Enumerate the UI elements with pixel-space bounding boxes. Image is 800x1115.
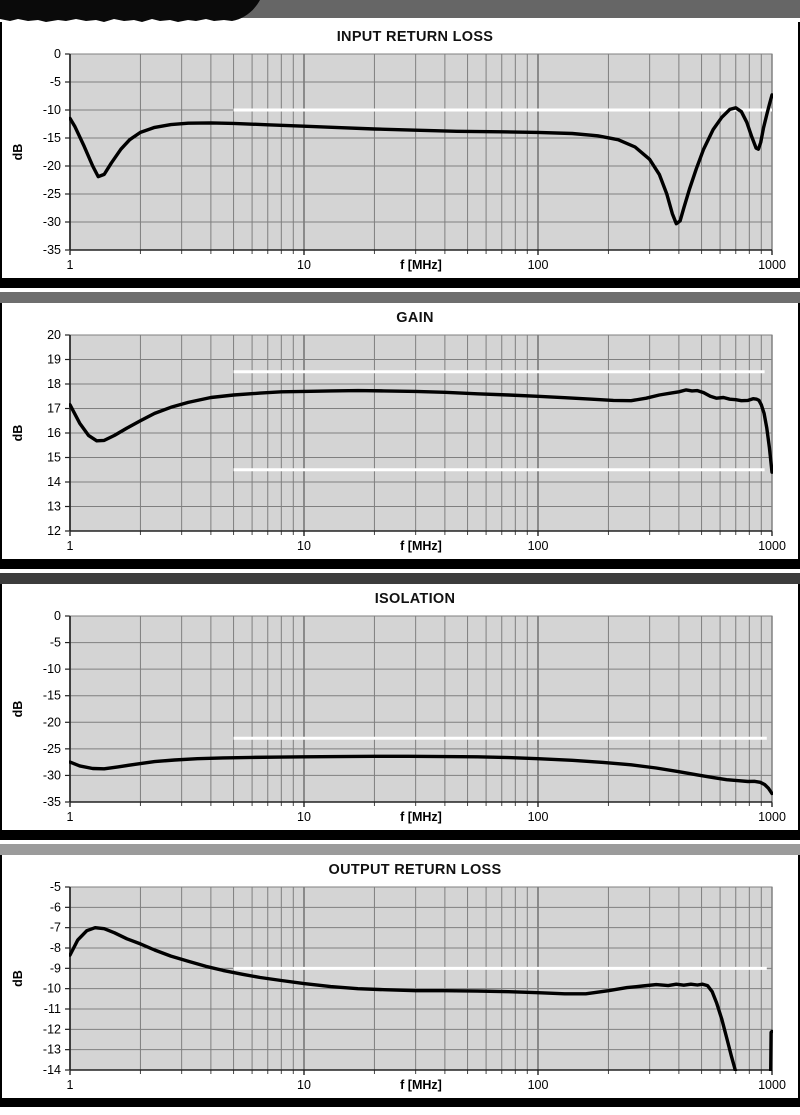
svg-text:18: 18 [47,377,61,391]
svg-text:-10: -10 [43,982,61,996]
chart-panel-gain: GAIN 1 10 100 1000 20 19 18 17 16 15 14 13 12 f [MHz]… [0,303,800,559]
svg-text:100: 100 [528,258,549,272]
svg-text:100: 100 [528,1078,549,1092]
top-banner [0,0,800,22]
svg-text:1000: 1000 [758,1078,786,1092]
chart-panel-output-return-loss: OUTPUT RETURN LOSS 1 10 100 1000 -5 -6 -7 -8 -9 -… [0,855,800,1098]
svg-text:dB: dB [11,970,25,987]
svg-text:-20: -20 [43,715,61,729]
svg-text:0: 0 [54,610,61,623]
banner-clipped-text-remnant-shape [0,0,260,22]
divider-black-2 [0,559,800,569]
svg-text:-7: -7 [50,921,61,935]
svg-text:-14: -14 [43,1063,61,1077]
divider-gray-1 [0,292,800,303]
svg-text:dB: dB [11,144,25,161]
svg-text:-20: -20 [43,159,61,173]
svg-text:1000: 1000 [758,810,786,824]
svg-text:f [MHz]: f [MHz] [400,258,442,272]
divider-gray-2 [0,573,800,584]
divider-black-3 [0,830,800,840]
output-return-loss-plot: 1 10 100 1000 -5 -6 -7 -8 -9 -10 -11 -12 -13 -14 f [MH… [11,881,786,1092]
svg-text:12: 12 [47,524,61,538]
svg-text:-5: -5 [50,75,61,89]
svg-text:20: 20 [47,329,61,342]
divider-gap-3 [0,840,800,844]
chart-title-gain: GAIN [396,310,434,326]
svg-text:13: 13 [47,500,61,514]
svg-text:dB: dB [11,701,25,718]
bottom-border-bar [0,1098,800,1107]
svg-text:f [MHz]: f [MHz] [400,1078,442,1092]
svg-text:17: 17 [47,402,61,416]
svg-text:15: 15 [47,451,61,465]
svg-text:10: 10 [297,810,311,824]
chart-panel-input-return-loss: INPUT RETURN LOSS 1 10 100 1000 0 -5 -10 -15 -20… [0,22,800,278]
svg-text:-13: -13 [43,1043,61,1057]
svg-text:f [MHz]: f [MHz] [400,539,442,553]
svg-text:f [MHz]: f [MHz] [400,810,442,824]
svg-text:-25: -25 [43,742,61,756]
svg-text:-5: -5 [50,636,61,650]
svg-text:-5: -5 [50,881,61,894]
svg-text:-35: -35 [43,795,61,809]
svg-text:-25: -25 [43,187,61,201]
svg-text:0: 0 [54,48,61,61]
svg-text:-6: -6 [50,900,61,914]
svg-text:1: 1 [67,539,74,553]
divider-black-1 [0,278,800,288]
svg-text:dB: dB [11,425,25,442]
svg-text:-11: -11 [44,1002,61,1016]
svg-text:-10: -10 [43,103,61,117]
svg-text:1: 1 [67,258,74,272]
svg-text:1: 1 [67,810,74,824]
gain-plot: 1 10 100 1000 20 19 18 17 16 15 14 13 12 f [MHz] dB [11,329,786,553]
svg-text:-35: -35 [43,243,61,257]
chart-panel-isolation: ISOLATION 1 10 100 1000 0 -5 -10 -15 -20 -25 -30 -3… [0,584,800,830]
svg-text:16: 16 [47,426,61,440]
chart-title-isolation: ISOLATION [374,591,456,607]
svg-text:-15: -15 [43,689,61,703]
divider-gray-3 [0,844,800,855]
svg-text:10: 10 [297,258,311,272]
chart-title-input-return-loss: INPUT RETURN LOSS [336,29,494,45]
svg-text:1000: 1000 [758,258,786,272]
svg-text:-30: -30 [43,768,61,782]
svg-text:1000: 1000 [758,539,786,553]
isolation-plot: 1 10 100 1000 0 -5 -10 -15 -20 -25 -30 -35 f [MHz] dB [11,610,786,824]
divider-gap-2 [0,569,800,573]
svg-text:-30: -30 [43,215,61,229]
svg-text:-8: -8 [50,941,61,955]
svg-text:-10: -10 [43,662,61,676]
svg-text:14: 14 [47,475,61,489]
svg-text:1: 1 [67,1078,74,1092]
svg-text:-9: -9 [50,961,61,975]
svg-text:100: 100 [528,810,549,824]
input-return-loss-plot: 1 10 100 1000 0 -5 -10 -15 -20 -25 -30 -35 f [MHz] dB [11,48,786,272]
chart-title-output-return-loss: OUTPUT RETURN LOSS [328,862,502,878]
svg-text:-15: -15 [43,131,61,145]
svg-text:19: 19 [47,353,61,367]
svg-text:100: 100 [528,539,549,553]
divider-gap-1 [0,288,800,292]
svg-text:-12: -12 [43,1022,61,1036]
svg-text:10: 10 [297,539,311,553]
svg-text:10: 10 [297,1078,311,1092]
